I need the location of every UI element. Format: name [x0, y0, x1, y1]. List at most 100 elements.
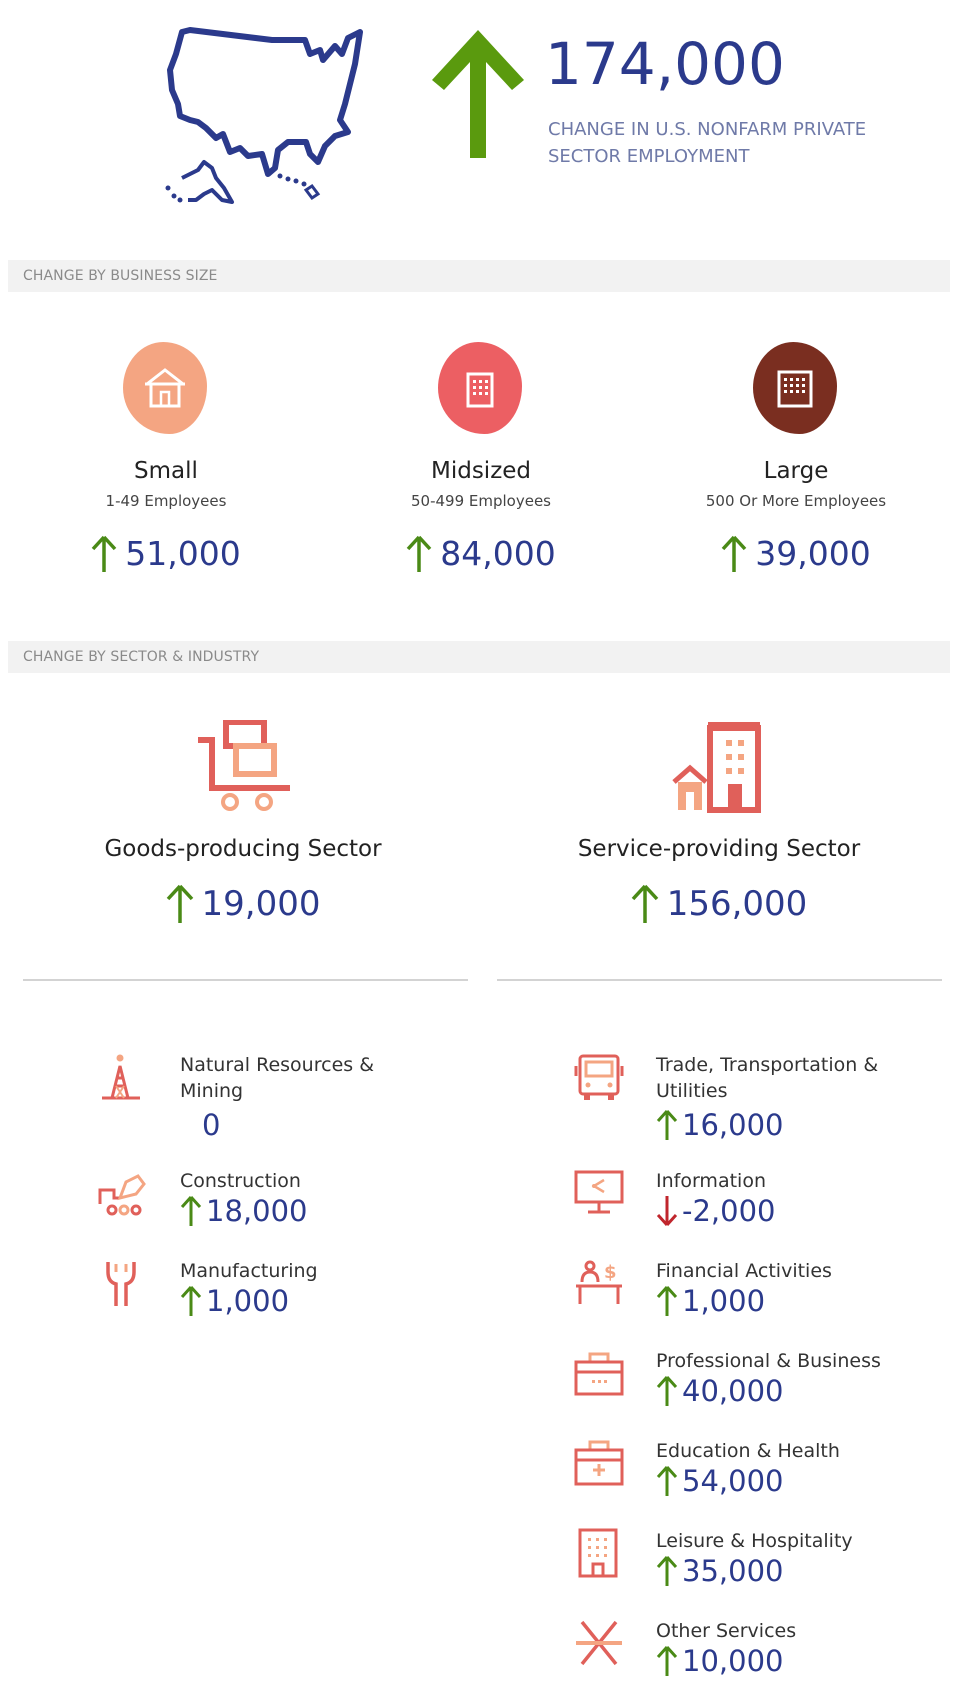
- tools-cross-icon: [576, 1620, 622, 1666]
- house-icon: [145, 368, 185, 408]
- up-arrow-icon: [656, 1645, 678, 1676]
- industry-value: 0: [202, 1108, 220, 1142]
- small-business-badge: [123, 342, 207, 434]
- size-col-small: Small 1-49 Employees 51,000: [26, 458, 306, 573]
- industry-trade-transport: Trade, Transportation & Utilities 16,000: [574, 1052, 934, 1142]
- industry-label: Manufacturing: [180, 1260, 318, 1282]
- sector-header-bar: CHANGE BY SECTOR & INDUSTRY: [8, 641, 950, 673]
- industry-value: -2,000: [656, 1194, 776, 1228]
- size-value-large: 39,000: [656, 534, 936, 573]
- industry-construction: Construction 18,000: [98, 1168, 458, 1248]
- hero-value: 174,000: [545, 30, 785, 98]
- oil-derrick-icon: [102, 1054, 140, 1100]
- tower-icon: [777, 370, 813, 408]
- svg-text:$: $: [604, 1262, 617, 1283]
- medical-kit-icon: [574, 1440, 624, 1486]
- industry-value-text: 40,000: [682, 1374, 784, 1408]
- size-name-small: Small: [134, 458, 198, 484]
- sector-header: CHANGE BY SECTOR & INDUSTRY: [23, 649, 260, 665]
- services-sector: Service-providing Sector 156,000: [489, 836, 949, 924]
- size-sub-small: 1-49 Employees: [105, 492, 227, 510]
- size-sub-large: 500 Or More Employees: [705, 492, 887, 510]
- monitor-icon: [574, 1170, 624, 1214]
- industry-label-line2: Mining: [180, 1080, 244, 1102]
- services-divider: [497, 979, 942, 981]
- up-arrow-icon: [406, 535, 432, 572]
- industry-label: Education & Health: [656, 1440, 840, 1462]
- hero-caption: CHANGE IN U.S. NONFARM PRIVATE SECTOR EM…: [548, 116, 878, 170]
- city-icon: [672, 722, 761, 813]
- industry-value-text: 18,000: [206, 1194, 308, 1228]
- industry-value: 40,000: [656, 1374, 783, 1408]
- industry-value-text: 54,000: [682, 1464, 784, 1498]
- industry-manufacturing: Manufacturing 1,000: [98, 1258, 458, 1338]
- size-name-midsized: Midsized: [430, 458, 532, 484]
- industry-label: Leisure & Hospitality: [656, 1530, 853, 1552]
- up-arrow-icon: [166, 884, 193, 923]
- size-name-large: Large: [763, 458, 829, 484]
- industry-value-text: 1,000: [206, 1284, 290, 1318]
- industry-leisure-hospitality: Leisure & Hospitality 35,000: [574, 1528, 934, 1608]
- industry-label: Information: [656, 1170, 766, 1192]
- building-icon: [466, 372, 494, 408]
- industry-value: 35,000: [656, 1554, 783, 1588]
- hero-caption-line2: SECTOR EMPLOYMENT: [548, 146, 750, 167]
- industry-value-text: 1,000: [682, 1284, 766, 1318]
- industry-financial: $ Financial Activities 1,000: [574, 1258, 934, 1338]
- industry-value: 54,000: [656, 1464, 783, 1498]
- up-arrow-icon: [631, 884, 658, 923]
- industry-label: Financial Activities: [656, 1260, 832, 1282]
- us-map-icon: [165, 27, 363, 204]
- size-value-midsized: 84,000: [341, 534, 621, 573]
- size-value-midsized-text: 84,000: [440, 534, 556, 573]
- up-arrow-icon: [656, 1109, 678, 1140]
- goods-sector-title: Goods-producing Sector: [104, 836, 382, 862]
- industry-label-line1: Natural Resources &: [180, 1054, 375, 1076]
- services-sector-value: 156,000: [489, 884, 949, 924]
- industry-other-services: Other Services 10,000: [574, 1618, 934, 1698]
- midsized-business-badge: [438, 342, 522, 434]
- up-arrow-icon: [656, 1375, 678, 1406]
- industry-label: Other Services: [656, 1620, 797, 1642]
- up-arrow-icon: [91, 535, 117, 572]
- industry-professional: Professional & Business 40,000: [574, 1348, 934, 1428]
- industry-label: Professional & Business: [656, 1350, 881, 1372]
- size-value-small: 51,000: [26, 534, 306, 573]
- large-business-badge: [753, 342, 837, 434]
- cashier-icon: $: [576, 1260, 622, 1304]
- goods-sector-value-text: 19,000: [201, 884, 321, 924]
- up-arrow-icon: [656, 1465, 678, 1496]
- bus-icon: [574, 1054, 624, 1100]
- industry-value: 1,000: [656, 1284, 765, 1318]
- hero-up-arrow-icon: [432, 30, 524, 158]
- size-value-small-text: 51,000: [125, 534, 241, 573]
- industry-value-text: 35,000: [682, 1554, 784, 1588]
- goods-sector-value: 19,000: [13, 884, 473, 924]
- services-sector-value-text: 156,000: [666, 884, 808, 924]
- industry-value-text: 16,000: [682, 1108, 784, 1142]
- size-value-large-text: 39,000: [755, 534, 871, 573]
- up-arrow-icon: [721, 535, 747, 572]
- briefcase-icon: [574, 1352, 624, 1396]
- industry-education-health: Education & Health 54,000: [574, 1438, 934, 1518]
- industry-label-line2: Utilities: [656, 1080, 728, 1102]
- industry-value-text: -2,000: [682, 1194, 776, 1228]
- down-arrow-icon: [656, 1196, 678, 1227]
- hotel-icon: [578, 1528, 618, 1578]
- services-sector-title: Service-providing Sector: [577, 836, 861, 862]
- industry-label: Natural Resources & Mining: [180, 1052, 480, 1104]
- hero-caption-line1: CHANGE IN U.S. NONFARM PRIVATE: [548, 119, 867, 140]
- business-size-header-bar: CHANGE BY BUSINESS SIZE: [8, 260, 950, 292]
- industry-label: Trade, Transportation & Utilities: [656, 1052, 956, 1104]
- excavator-icon: [98, 1174, 146, 1216]
- size-sub-midsized: 50-499 Employees: [410, 492, 551, 510]
- goods-divider: [23, 979, 468, 981]
- up-arrow-icon: [656, 1285, 678, 1316]
- goods-sector: Goods-producing Sector 19,000: [13, 836, 473, 924]
- up-arrow-icon: [180, 1285, 202, 1316]
- up-arrow-icon: [180, 1195, 202, 1226]
- size-col-large: Large 500 Or More Employees 39,000: [656, 458, 936, 573]
- up-arrow-icon: [656, 1555, 678, 1586]
- wrench-icon: [106, 1262, 136, 1306]
- industry-information: Information -2,000: [574, 1168, 934, 1248]
